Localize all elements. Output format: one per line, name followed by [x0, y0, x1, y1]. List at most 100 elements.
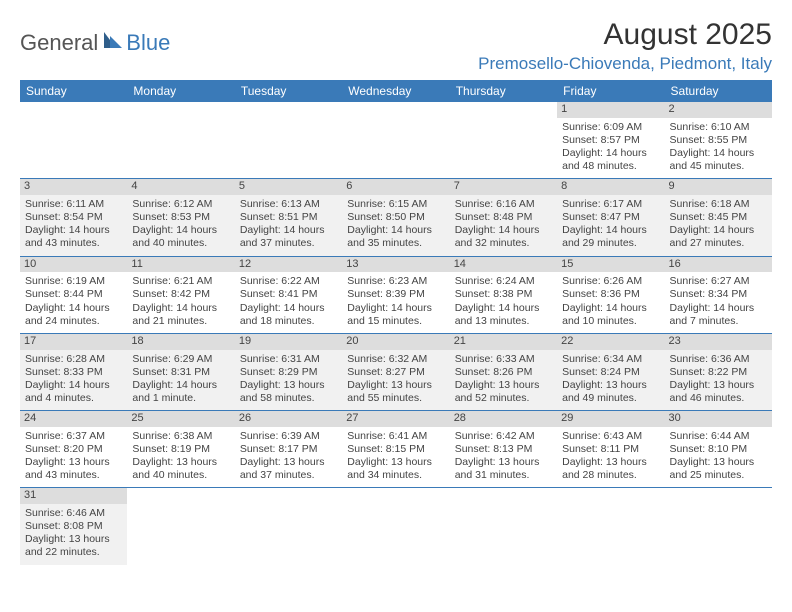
- calendar-day: 9Sunrise: 6:18 AMSunset: 8:45 PMDaylight…: [665, 179, 772, 256]
- day-number: 7: [450, 179, 557, 195]
- daylight-text: Daylight: 13 hours and 22 minutes.: [25, 533, 122, 559]
- calendar-day-empty: [127, 488, 234, 565]
- day-header: Thursday: [450, 80, 557, 102]
- sunset-text: Sunset: 8:17 PM: [240, 443, 337, 456]
- day-number: 11: [127, 257, 234, 273]
- sunset-text: Sunset: 8:34 PM: [670, 288, 767, 301]
- sunrise-text: Sunrise: 6:18 AM: [670, 198, 767, 211]
- calendar-day-empty: [557, 488, 664, 565]
- calendar-day: 7 Sunrise: 6:16 AMSunset: 8:48 PMDaylight…: [450, 179, 557, 256]
- calendar-day: 3Sunrise: 6:11 AMSunset: 8:54 PMDaylight…: [20, 179, 127, 256]
- calendar-day: 5Sunrise: 6:13 AMSunset: 8:51 PMDaylight…: [235, 179, 342, 256]
- day-number: 6: [342, 179, 449, 195]
- calendar-day: 10Sunrise: 6:19 AMSunset: 8:44 PMDayligh…: [20, 256, 127, 333]
- day-number: 13: [342, 257, 449, 273]
- daylight-text: Daylight: 13 hours and 40 minutes.: [132, 456, 229, 482]
- sunrise-text: Sunrise: 6:17 AM: [562, 198, 659, 211]
- sunset-text: Sunset: 8:38 PM: [455, 288, 552, 301]
- day-header: Tuesday: [235, 80, 342, 102]
- daylight-text: Daylight: 14 hours and 48 minutes.: [562, 147, 659, 173]
- calendar-day: 30Sunrise: 6:44 AMSunset: 8:10 PMDayligh…: [665, 411, 772, 488]
- calendar-day-empty: [235, 102, 342, 179]
- sunset-text: Sunset: 8:57 PM: [562, 134, 659, 147]
- sunset-text: Sunset: 8:48 PM: [455, 211, 552, 224]
- calendar-day: 27Sunrise: 6:41 AMSunset: 8:15 PMDayligh…: [342, 411, 449, 488]
- location: Premosello-Chiovenda, Piedmont, Italy: [478, 54, 772, 74]
- sunset-text: Sunset: 8:19 PM: [132, 443, 229, 456]
- calendar-day: 23Sunrise: 6:36 AMSunset: 8:22 PMDayligh…: [665, 333, 772, 410]
- calendar-day: 18 Sunrise: 6:29 AMSunset: 8:31 PMDayligh…: [127, 333, 234, 410]
- day-number: 18: [127, 334, 234, 350]
- sunset-text: Sunset: 8:42 PM: [132, 288, 229, 301]
- calendar-day: 12Sunrise: 6:22 AMSunset: 8:41 PMDayligh…: [235, 256, 342, 333]
- sunset-text: Sunset: 8:31 PM: [132, 366, 229, 379]
- calendar-day-empty: [20, 102, 127, 179]
- calendar-day: 22Sunrise: 6:34 AMSunset: 8:24 PMDayligh…: [557, 333, 664, 410]
- day-number: 5: [235, 179, 342, 195]
- daylight-text: Daylight: 14 hours and 27 minutes.: [670, 224, 767, 250]
- calendar-day-empty: [450, 102, 557, 179]
- calendar-day: 19Sunrise: 6:31 AMSunset: 8:29 PMDayligh…: [235, 333, 342, 410]
- sunset-text: Sunset: 8:11 PM: [562, 443, 659, 456]
- sunrise-text: Sunrise: 6:36 AM: [670, 353, 767, 366]
- calendar-day: 17Sunrise: 6:28 AMSunset: 8:33 PMDayligh…: [20, 333, 127, 410]
- calendar-body: 1Sunrise: 6:09 AMSunset: 8:57 PMDaylight…: [20, 102, 772, 565]
- day-number: 19: [235, 334, 342, 350]
- daylight-text: Daylight: 13 hours and 43 minutes.: [25, 456, 122, 482]
- calendar-day-empty: [127, 102, 234, 179]
- calendar-day: 1Sunrise: 6:09 AMSunset: 8:57 PMDaylight…: [557, 102, 664, 179]
- sunrise-text: Sunrise: 6:26 AM: [562, 275, 659, 288]
- sunrise-text: Sunrise: 6:28 AM: [25, 353, 122, 366]
- day-number: 24: [20, 411, 127, 427]
- sunrise-text: Sunrise: 6:13 AM: [240, 198, 337, 211]
- sunrise-text: Sunrise: 6:16 AM: [455, 198, 552, 211]
- sunrise-text: Sunrise: 6:29 AM: [132, 353, 229, 366]
- day-number: 12: [235, 257, 342, 273]
- daylight-text: Daylight: 14 hours and 18 minutes.: [240, 302, 337, 328]
- daylight-text: Daylight: 14 hours and 10 minutes.: [562, 302, 659, 328]
- sunrise-text: Sunrise: 6:11 AM: [25, 198, 122, 211]
- sunrise-text: Sunrise: 6:34 AM: [562, 353, 659, 366]
- day-header: Saturday: [665, 80, 772, 102]
- calendar-day: 14Sunrise: 6:24 AMSunset: 8:38 PMDayligh…: [450, 256, 557, 333]
- calendar-day: 25Sunrise: 6:38 AMSunset: 8:19 PMDayligh…: [127, 411, 234, 488]
- calendar-week: 31Sunrise: 6:46 AMSunset: 8:08 PMDayligh…: [20, 488, 772, 565]
- sunrise-text: Sunrise: 6:43 AM: [562, 430, 659, 443]
- sunset-text: Sunset: 8:13 PM: [455, 443, 552, 456]
- calendar-day-empty: [665, 488, 772, 565]
- daylight-text: Daylight: 14 hours and 29 minutes.: [562, 224, 659, 250]
- day-number: 9: [665, 179, 772, 195]
- day-number: 3: [20, 179, 127, 195]
- day-header: Friday: [557, 80, 664, 102]
- month-title: August 2025: [478, 18, 772, 52]
- day-number: 23: [665, 334, 772, 350]
- daylight-text: Daylight: 14 hours and 45 minutes.: [670, 147, 767, 173]
- daylight-text: Daylight: 14 hours and 35 minutes.: [347, 224, 444, 250]
- sunrise-text: Sunrise: 6:39 AM: [240, 430, 337, 443]
- sunrise-text: Sunrise: 6:09 AM: [562, 121, 659, 134]
- calendar-day: 24Sunrise: 6:37 AMSunset: 8:20 PMDayligh…: [20, 411, 127, 488]
- daylight-text: Daylight: 14 hours and 1 minute.: [132, 379, 229, 405]
- daylight-text: Daylight: 14 hours and 32 minutes.: [455, 224, 552, 250]
- sunset-text: Sunset: 8:27 PM: [347, 366, 444, 379]
- sunrise-text: Sunrise: 6:24 AM: [455, 275, 552, 288]
- day-number: 22: [557, 334, 664, 350]
- calendar-day-empty: [450, 488, 557, 565]
- title-block: August 2025 Premosello-Chiovenda, Piedmo…: [478, 18, 772, 74]
- day-number: 26: [235, 411, 342, 427]
- sunset-text: Sunset: 8:29 PM: [240, 366, 337, 379]
- calendar-day-empty: [235, 488, 342, 565]
- calendar-day: 16Sunrise: 6:27 AMSunset: 8:34 PMDayligh…: [665, 256, 772, 333]
- calendar-day: 15Sunrise: 6:26 AMSunset: 8:36 PMDayligh…: [557, 256, 664, 333]
- sunrise-text: Sunrise: 6:21 AM: [132, 275, 229, 288]
- sunrise-text: Sunrise: 6:38 AM: [132, 430, 229, 443]
- sunrise-text: Sunrise: 6:22 AM: [240, 275, 337, 288]
- daylight-text: Daylight: 13 hours and 37 minutes.: [240, 456, 337, 482]
- sunrise-text: Sunrise: 6:33 AM: [455, 353, 552, 366]
- daylight-text: Daylight: 13 hours and 52 minutes.: [455, 379, 552, 405]
- day-number: 31: [20, 488, 127, 504]
- calendar-day-empty: [342, 488, 449, 565]
- calendar-day: 26 Sunrise: 6:39 AMSunset: 8:17 PMDayligh…: [235, 411, 342, 488]
- daylight-text: Daylight: 14 hours and 4 minutes.: [25, 379, 122, 405]
- sunset-text: Sunset: 8:51 PM: [240, 211, 337, 224]
